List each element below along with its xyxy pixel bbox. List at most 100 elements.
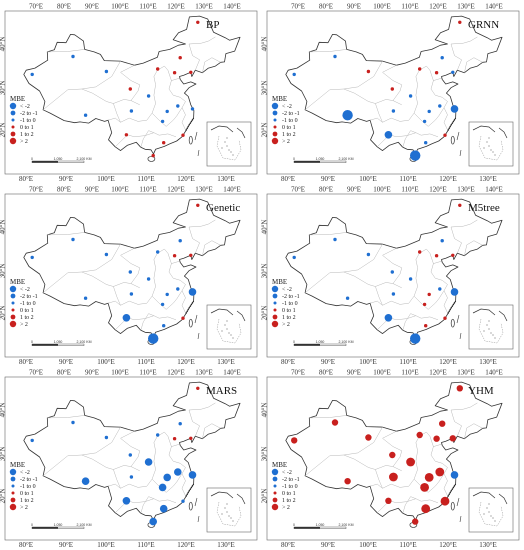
bottom-tick-label: 120°E [177,358,195,366]
station-point-blue [440,56,444,60]
province-border [450,219,478,254]
legend-label: 1 to 2 [20,498,34,504]
legend-symbol [271,102,279,110]
top-tick-label: 90°E [85,369,99,377]
station-point-red [458,203,462,207]
top-tick-label: 110°E [401,186,418,194]
inset-island [486,507,488,509]
province-border [120,64,141,101]
station-point-red [181,316,185,320]
top-tick-label: 120°E [429,3,447,11]
province-border [120,430,141,467]
legend-label: > 2 [20,139,28,145]
scale-bar-segment [294,161,320,163]
island-mark [197,515,200,523]
inset-island [226,320,228,322]
scale-bar-segment [294,527,320,529]
legend-label: 0 to 1 [20,308,34,314]
inset-island [226,328,228,330]
map-frame [266,376,520,541]
taiwan-island [188,501,193,511]
left-tick-label: 20°N [261,123,269,138]
inset-island [483,330,485,332]
station-point-blue [122,497,131,505]
left-tick-label: 40°N [261,220,269,235]
top-tick-label: 120°E [167,186,185,194]
province-border [370,461,418,489]
province-border [415,248,434,279]
station-point-red [189,253,193,257]
province-border [181,107,187,131]
station-point-blue [188,288,197,296]
legend-label: < -2 [20,287,30,293]
left-tick-label: 20°N [0,489,7,504]
province-border [309,415,347,419]
top-tick-label: 130°E [195,369,213,377]
inset-island [486,324,488,326]
top-tick-label: 120°E [167,3,185,11]
hainan-island [147,156,156,162]
legend-symbol [272,110,278,116]
taiwan-island [188,318,193,328]
map-panel-m5tree: 70°E 80°E 90°E 100°E 110°E 120°E 130°E 140°E 80°… [261,183,524,366]
inset-island [230,517,232,519]
province-border [108,461,156,489]
station-point-blue [451,70,455,75]
province-border [343,271,402,289]
bottom-tick-label: 120°E [439,541,457,549]
province-border [202,57,221,73]
map-svg: 70°E 80°E 90°E 100°E 110°E 120°E 130°E 140°E 80°… [261,369,520,549]
taiwan-island [450,318,455,328]
station-point-blue [129,475,134,479]
province-border [153,65,172,96]
top-tick-label: 80°E [57,186,71,194]
map-svg: 70°E 80°E 90°E 100°E 110°E 120°E 130°E 140°E 80°… [261,186,520,366]
station-point-blue [384,314,393,322]
station-point-red [389,451,396,459]
inset-coast [472,308,496,316]
inset-island [488,137,490,139]
island-mark [459,149,462,157]
province-border [375,286,383,306]
province-border [42,60,121,110]
inset-coast [210,308,234,316]
province-border [382,247,403,284]
province-border [415,65,434,96]
station-point-blue [391,109,396,113]
top-tick-label: 80°E [319,186,333,194]
station-point-blue [408,277,413,281]
bottom-tick-label: 110°E [399,175,416,183]
province-border [464,423,483,439]
legend-label: 0 to 1 [282,308,296,314]
legend-symbol [9,102,17,110]
bottom-tick-label: 130°E [217,541,235,549]
left-tick-label: 30°N [0,81,7,96]
station-point-red [458,20,462,24]
province-border [413,88,448,127]
inset-island [224,141,226,143]
station-point-red [449,435,456,442]
province-border [304,60,383,110]
station-point-blue [128,270,132,274]
legend-label: > 2 [282,139,290,145]
top-tick-label: 100°E [111,186,129,194]
inset-island [488,503,490,505]
inset-island [488,511,490,513]
station-point-red [439,420,446,427]
station-point-blue [390,270,394,274]
taiwan-island [188,135,193,145]
legend-symbol [10,476,16,482]
station-point-red [456,385,463,392]
station-point-blue [427,109,431,114]
inset-island [224,324,226,326]
bottom-tick-label: 100°E [97,541,115,549]
province-border [47,232,85,236]
legend-label: -2 to -1 [282,111,300,117]
legend-symbol [9,320,17,328]
top-tick-label: 120°E [167,369,185,377]
inset-coast [472,125,496,133]
top-tick-label: 110°E [139,3,156,11]
legend-label: 1 to 2 [20,315,34,321]
scale-bar-segment [32,161,58,163]
station-point-red [151,153,155,158]
